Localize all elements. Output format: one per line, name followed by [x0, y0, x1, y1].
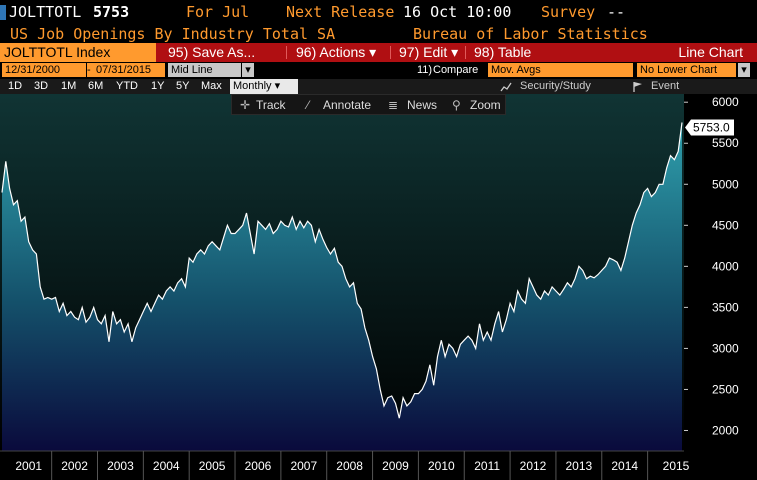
next-release-label: Next Release — [286, 3, 395, 21]
security-description: US Job Openings By Industry Total SA — [10, 25, 336, 43]
security-description-row: US Job Openings By Industry Total SA Bur… — [0, 25, 757, 43]
toolbar-divider — [286, 46, 287, 59]
security-study-button[interactable]: Security/Study — [520, 80, 591, 92]
y-tick-label: 3500 — [712, 300, 739, 314]
table-button[interactable]: 98) Table — [474, 44, 532, 60]
x-tick-label: 2001 — [15, 459, 42, 473]
compare-number: 11) — [417, 64, 433, 76]
ticker-label: JOLTTOTL — [9, 3, 82, 21]
y-tick-label: 5500 — [712, 136, 739, 150]
range-3d-button[interactable]: 3D — [34, 80, 49, 92]
x-tick-label: 2006 — [245, 459, 272, 473]
edit-menu[interactable]: 97) Edit ▾ — [399, 44, 459, 60]
chevron-down-icon[interactable]: ▾ — [738, 63, 750, 77]
last-value-label: 5753.0 — [693, 120, 730, 134]
last-value: 5753 — [93, 3, 130, 21]
x-tick-label: 2004 — [153, 459, 180, 473]
function-toolbar: JOLTTOTL Index 95) Save As... 96) Action… — [0, 43, 757, 62]
zoom-button[interactable]: Zoom — [470, 98, 501, 112]
x-tick-label: 2002 — [61, 459, 88, 473]
security-study-icon[interactable] — [500, 81, 512, 93]
range-1d-button[interactable]: 1D — [8, 80, 23, 92]
news-button[interactable]: News — [407, 98, 438, 112]
x-tick-label: 2011 — [474, 459, 500, 473]
range-1y-button[interactable]: 1Y — [151, 80, 165, 92]
compare-select[interactable]: Mov. Avgs — [488, 63, 633, 77]
news-icon[interactable]: ≣ — [388, 98, 399, 112]
toolbar-divider — [465, 46, 466, 59]
annotate-button[interactable]: Annotate — [323, 98, 372, 112]
date-separator: - — [87, 63, 95, 77]
x-tick-label: 2009 — [382, 459, 409, 473]
event-button[interactable]: Event — [651, 80, 680, 92]
start-date-field[interactable]: 12/31/2000 — [2, 63, 86, 77]
chart-canvas[interactable]: 2000 2500 3000 3500 4000 4500 5000 5500 6000 5753… — [0, 94, 757, 480]
x-tick-label: 2005 — [199, 459, 226, 473]
series-line — [1, 122, 683, 419]
chart-tools-bar: ✛ Track ⁄ Annotate ≣ News ⚲ Zoom — [231, 94, 506, 115]
chart-options-row: 12/31/2000 - 07/31/2015 Mid Line ▾ 11) C… — [0, 62, 757, 78]
chevron-down-icon[interactable]: ▾ — [242, 63, 254, 77]
lower-chart-select[interactable]: No Lower Chart — [637, 63, 736, 77]
actions-menu[interactable]: 96) Actions ▾ — [296, 44, 377, 60]
x-tick-label: 2012 — [520, 459, 547, 473]
frequency-select[interactable]: Monthly ▾ — [230, 79, 298, 94]
next-release-value: 16 Oct 10:00 — [403, 3, 512, 21]
y-tick-label: 4500 — [712, 218, 739, 232]
period-label: For Jul — [186, 3, 250, 21]
y-tick-label: 4000 — [712, 259, 739, 273]
range-ytd-button[interactable]: YTD — [116, 80, 138, 92]
x-tick-label: 2007 — [290, 459, 317, 473]
flag-icon[interactable] — [632, 81, 644, 93]
x-tick-label: 2013 — [566, 459, 593, 473]
track-button[interactable]: Track — [256, 98, 286, 112]
range-max-button[interactable]: Max — [201, 80, 222, 92]
y-tick-label: 2000 — [712, 423, 739, 437]
y-tick-label: 2500 — [712, 382, 739, 396]
magnifier-icon[interactable]: ⚲ — [452, 98, 461, 112]
y-tick-label: 5000 — [712, 177, 739, 191]
index-field[interactable]: JOLTTOTL Index — [0, 43, 156, 62]
crosshair-icon[interactable]: ✛ — [240, 98, 251, 112]
range-6m-button[interactable]: 6M — [88, 80, 104, 92]
x-tick-label: 2015 — [663, 459, 690, 473]
data-source: Bureau of Labor Statistics — [413, 25, 648, 43]
toolbar-divider — [390, 46, 391, 59]
x-tick-label: 2014 — [611, 459, 638, 473]
y-tick-label: 3000 — [712, 341, 739, 355]
security-header: JOLTTOTL 5753 For Jul Next Release 16 Oc… — [0, 0, 757, 24]
range-5y-button[interactable]: 5Y — [176, 80, 190, 92]
pencil-icon[interactable]: ⁄ — [307, 98, 310, 112]
line-chart[interactable]: 2000 2500 3000 3500 4000 4500 5000 5500 6000 5753… — [0, 94, 757, 480]
survey-value: -- — [607, 3, 626, 21]
survey-label: Survey — [541, 3, 596, 21]
header-marker — [0, 5, 6, 20]
y-tick-label: 6000 — [712, 95, 739, 109]
x-tick-label: 2008 — [336, 459, 363, 473]
price-mode-select[interactable]: Mid Line — [168, 63, 241, 77]
end-date-field[interactable]: 07/31/2015 — [95, 63, 165, 77]
compare-label: Compare — [433, 64, 479, 76]
range-toolbar: 1D 3D 1M 6M YTD 1Y 5Y Max Monthly ▾ Secu… — [0, 79, 757, 94]
x-tick-label: 2010 — [428, 459, 455, 473]
x-tick-label: 2003 — [107, 459, 134, 473]
series-area — [2, 122, 682, 451]
save-as-button[interactable]: 95) Save As... — [168, 44, 256, 60]
chart-type-label[interactable]: Line Chart — [678, 44, 743, 60]
range-1m-button[interactable]: 1M — [61, 80, 77, 92]
last-value-tag — [685, 119, 734, 136]
